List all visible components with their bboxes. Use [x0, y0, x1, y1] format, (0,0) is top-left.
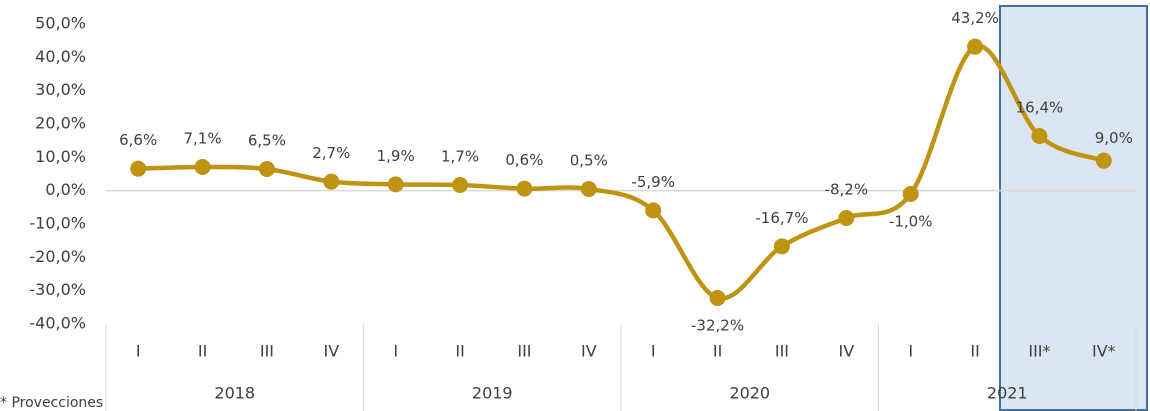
x-tick-label: IV	[838, 342, 854, 361]
group-label: 2018	[214, 384, 255, 403]
x-tick-label: II	[970, 342, 979, 361]
y-tick-label: 30,0%	[35, 80, 86, 99]
y-tick-label: 20,0%	[35, 114, 86, 133]
point	[323, 173, 340, 190]
data-label: -32,2%	[691, 317, 744, 335]
point	[838, 210, 855, 226]
point	[580, 181, 597, 197]
data-label: 1,9%	[377, 147, 415, 165]
data-label: -1,0%	[889, 213, 933, 231]
data-label: -8,2%	[825, 181, 869, 199]
footnote: * Provecciones	[0, 395, 103, 411]
point	[516, 180, 533, 197]
projection-highlight	[999, 5, 1148, 411]
data-label: -16,7%	[755, 209, 808, 227]
y-tick-label: -40,0%	[29, 314, 86, 333]
data-label: 43,2%	[951, 9, 999, 27]
data-label: 6,6%	[119, 131, 157, 149]
point	[1031, 128, 1048, 144]
x-tick-label: III*	[1028, 342, 1050, 361]
x-tick-label: III	[260, 342, 274, 361]
x-tick-label: II	[198, 342, 207, 361]
point	[902, 186, 919, 202]
y-tick-label: 0,0%	[45, 180, 86, 199]
data-label: -5,9%	[631, 173, 675, 191]
point	[258, 161, 275, 177]
y-tick-label: -30,0%	[29, 280, 86, 299]
y-tick-label: -10,0%	[29, 214, 86, 233]
data-label: 2,7%	[312, 144, 350, 162]
series-line	[138, 43, 1105, 301]
point	[709, 290, 726, 306]
x-tick-label: II	[455, 342, 464, 361]
data-label: 9,0%	[1095, 129, 1133, 147]
data-label: 1,7%	[441, 148, 479, 166]
data-label: 7,1%	[184, 130, 222, 148]
data-label: 6,5%	[248, 132, 286, 150]
point	[1095, 152, 1112, 169]
point	[773, 238, 790, 255]
x-tick-label: II	[713, 342, 722, 361]
x-tick-label: IV	[581, 342, 597, 361]
x-tick-label: III	[517, 342, 531, 361]
group-label: 2019	[472, 384, 513, 403]
x-tick-label: III	[775, 342, 789, 361]
y-tick-label: -20,0%	[29, 247, 86, 266]
point	[645, 202, 662, 219]
data-label: 16,4%	[1016, 99, 1064, 117]
group-label: 2021	[987, 384, 1028, 403]
y-tick-label: 50,0%	[35, 14, 86, 33]
point	[130, 160, 147, 177]
x-tick-label: IV*	[1092, 342, 1116, 361]
x-tick-label: IV	[323, 342, 339, 361]
y-tick-label: 10,0%	[35, 147, 86, 166]
x-tick-label: I	[651, 342, 656, 361]
x-tick-label: I	[393, 342, 398, 361]
data-label: 0,5%	[570, 152, 608, 170]
y-tick-label: 40,0%	[35, 47, 86, 66]
point	[967, 38, 984, 55]
point	[387, 176, 404, 193]
x-tick-label: I	[908, 342, 913, 361]
group-label: 2020	[729, 384, 770, 403]
point	[194, 159, 211, 175]
point	[452, 177, 469, 193]
x-tick-label: I	[136, 342, 141, 361]
data-label: 0,6%	[505, 151, 543, 169]
